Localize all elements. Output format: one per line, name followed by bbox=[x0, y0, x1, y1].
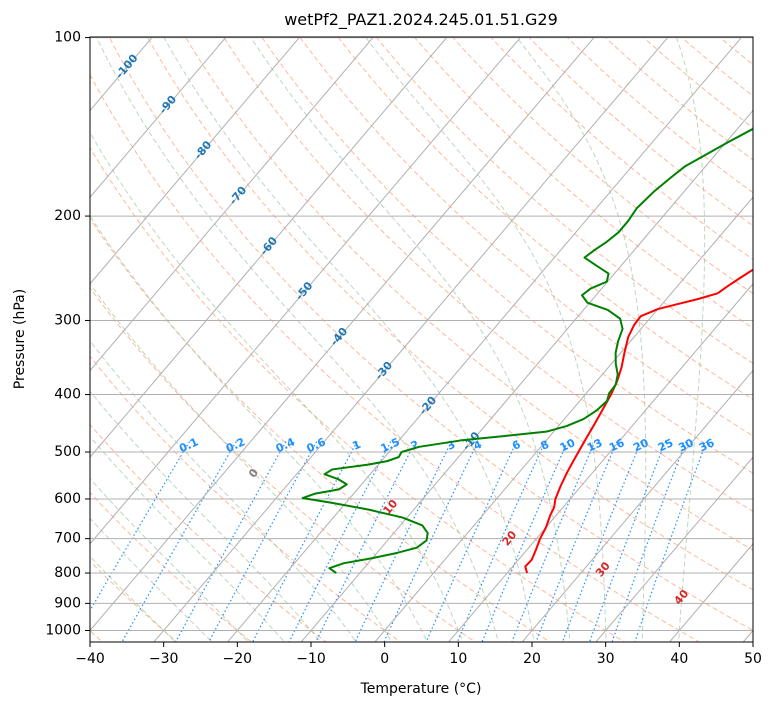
mixing-ratio-line bbox=[611, 441, 687, 642]
isotherm-gridline bbox=[90, 37, 301, 285]
chart-title: wetPf2_PAZ1.2024.245.01.51.G29 bbox=[284, 10, 558, 30]
moist-adiabat-line bbox=[90, 340, 357, 642]
isotherm-gridline bbox=[300, 109, 753, 642]
isotherm-gridline bbox=[226, 37, 743, 642]
isotherm-gridline bbox=[521, 369, 753, 642]
x-tick-label: 0 bbox=[380, 651, 389, 667]
axes-group: −40 −30 −20 −10 0 10 20 30 40 50 100 200 300 400 500 60… bbox=[45, 30, 762, 667]
mixing-ratio-label: 30 bbox=[676, 436, 696, 454]
moist-adiabat-line bbox=[90, 131, 464, 642]
mixing-ratio-line bbox=[383, 441, 479, 642]
x-tick-label: −10 bbox=[296, 651, 326, 667]
mixing-ratio-line bbox=[535, 441, 618, 642]
mixing-ratio-line bbox=[588, 441, 667, 642]
y-tick-label: 300 bbox=[54, 312, 81, 328]
isotherm-gridline bbox=[447, 283, 753, 642]
x-tick-label: −40 bbox=[75, 651, 105, 667]
x-tick-label: 40 bbox=[670, 651, 688, 667]
moist-adiabat-line bbox=[90, 390, 322, 642]
mixing-ratio-label: 20 bbox=[631, 436, 651, 454]
moist-adiabat-line bbox=[676, 37, 706, 642]
mixing-ratio-label: 36 bbox=[697, 436, 717, 454]
mixing-ratio-label: 10 bbox=[558, 436, 578, 454]
y-tick-label: 100 bbox=[54, 30, 81, 46]
x-tick-label: 50 bbox=[744, 651, 762, 667]
mixing-ratio-label: 25 bbox=[656, 436, 675, 454]
moist-adiabat-line bbox=[90, 517, 213, 642]
plot-area: -100-90-80-70-60-50-40-30-20-100.1 0.2 0.4… bbox=[90, 37, 753, 642]
x-tick-label: 10 bbox=[449, 651, 467, 667]
dry-adiabat-line bbox=[90, 146, 626, 642]
y-tick-label: 900 bbox=[54, 595, 81, 611]
mixing-ratio-line bbox=[354, 441, 452, 642]
moist-adiabat-line bbox=[90, 477, 250, 642]
mixing-ratio-line bbox=[511, 441, 596, 642]
mixing-ratio-line bbox=[174, 441, 287, 642]
moist-adiabat-line bbox=[90, 555, 177, 642]
mixing-ratio-line bbox=[456, 441, 546, 642]
isotherm-gridline bbox=[595, 456, 753, 642]
mixing-ratio-line bbox=[425, 441, 518, 642]
y-tick-label: 800 bbox=[54, 565, 81, 581]
plot-frame bbox=[89, 36, 754, 643]
dry-adiabat-line bbox=[108, 37, 753, 632]
mixing-ratio-line bbox=[561, 441, 642, 642]
isotherm-gridline bbox=[90, 37, 448, 458]
moist-adiabat-line bbox=[365, 37, 607, 642]
dry-adiabat-line bbox=[451, 37, 753, 295]
isotherm-gridline bbox=[374, 196, 753, 642]
dry-adiabat-line bbox=[146, 37, 753, 591]
x-tick-label: 30 bbox=[597, 651, 615, 667]
dry-adiabat-line bbox=[90, 217, 551, 642]
y-tick-label: 700 bbox=[54, 531, 81, 547]
moist-adiabat-line bbox=[96, 37, 499, 642]
y-tick-label: 600 bbox=[54, 491, 81, 507]
dry-adiabat-line bbox=[261, 37, 753, 474]
series-group bbox=[301, 127, 753, 574]
dry-adiabat-line bbox=[299, 37, 753, 437]
dry-adiabat-line bbox=[566, 37, 753, 194]
x-tick-label: −30 bbox=[149, 651, 179, 667]
temperature-profile-line bbox=[524, 268, 753, 574]
x-tick-label: −20 bbox=[223, 651, 253, 667]
moist-adiabat-line bbox=[90, 214, 428, 642]
isotherm-gridline bbox=[90, 37, 522, 545]
y-axis-label: Pressure (hPa) bbox=[12, 289, 28, 389]
mixing-ratio-label: 16 bbox=[607, 436, 627, 454]
dewpoint-profile-line bbox=[301, 127, 753, 574]
dry-adiabat-line bbox=[489, 37, 753, 260]
moist-adiabat-line bbox=[90, 435, 286, 642]
mixing-ratio-label: 13 bbox=[585, 436, 604, 454]
mixing-ratio-line bbox=[481, 441, 569, 642]
y-tick-label: 500 bbox=[54, 444, 81, 460]
dry-adiabat-line bbox=[184, 37, 753, 551]
moist-adiabat-line bbox=[250, 37, 571, 642]
y-tick-label: 1000 bbox=[45, 623, 81, 639]
isotherm-gridline bbox=[153, 37, 669, 642]
mixing-ratio-line bbox=[208, 441, 318, 642]
x-axis-label: Temperature (°C) bbox=[360, 681, 482, 697]
isotherm-gridline bbox=[90, 37, 375, 372]
y-tick-label: 200 bbox=[54, 208, 81, 224]
y-tick-label: 400 bbox=[54, 387, 81, 403]
isotherm-gridline bbox=[90, 37, 596, 632]
mixing-ratio-line bbox=[634, 441, 708, 642]
x-tick-label: 20 bbox=[523, 651, 541, 667]
isotherm-gridline bbox=[90, 37, 227, 198]
